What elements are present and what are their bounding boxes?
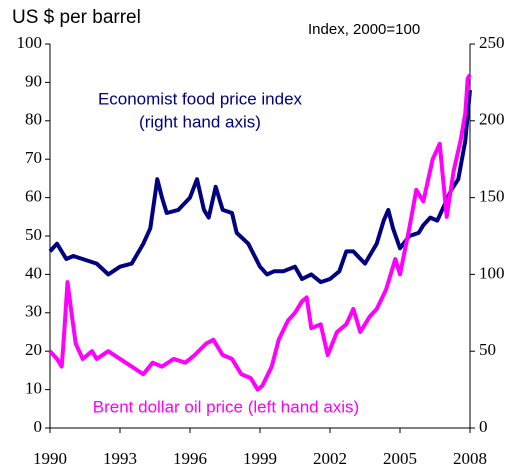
y-axis-title: US $ per barrel bbox=[12, 7, 141, 28]
y-tick-label: 60 bbox=[25, 187, 42, 206]
x-tick-label: 2005 bbox=[383, 449, 417, 468]
y-tick-label: 100 bbox=[17, 33, 43, 52]
series-label: Brent dollar oil price (left hand axis) bbox=[93, 397, 359, 416]
y2-tick-label: 100 bbox=[479, 263, 505, 282]
x-tick-label: 1999 bbox=[243, 449, 277, 468]
series-label: Economist food price index bbox=[98, 89, 303, 108]
y-tick-label: 20 bbox=[25, 340, 42, 359]
y2-tick-label: 150 bbox=[479, 187, 505, 206]
y2-tick-label: 200 bbox=[479, 110, 505, 129]
x-tick-label: 1990 bbox=[33, 449, 67, 468]
y2-tick-label: 250 bbox=[479, 33, 505, 52]
x-tick-label: 1996 bbox=[173, 449, 207, 468]
y-tick-label: 90 bbox=[25, 71, 42, 90]
x-tick-label: 2002 bbox=[313, 449, 347, 468]
y-tick-label: 80 bbox=[25, 110, 42, 129]
y-tick-label: 30 bbox=[25, 302, 42, 321]
y-tick-label: 10 bbox=[25, 379, 42, 398]
x-tick-label: 1993 bbox=[103, 449, 137, 468]
y-tick-label: 40 bbox=[25, 263, 42, 282]
series-line bbox=[48, 89, 472, 285]
y2-tick-label: 0 bbox=[479, 417, 488, 436]
y-tick-label: 0 bbox=[34, 417, 43, 436]
annotation: (right hand axis) bbox=[139, 112, 261, 131]
x-tick-label: 2008 bbox=[453, 449, 487, 468]
y2-axis-title: Index, 2000=100 bbox=[308, 21, 420, 38]
y2-tick-label: 50 bbox=[479, 340, 496, 359]
y-tick-label: 70 bbox=[25, 148, 42, 167]
series-line bbox=[48, 73, 472, 392]
y-tick-label: 50 bbox=[25, 225, 42, 244]
